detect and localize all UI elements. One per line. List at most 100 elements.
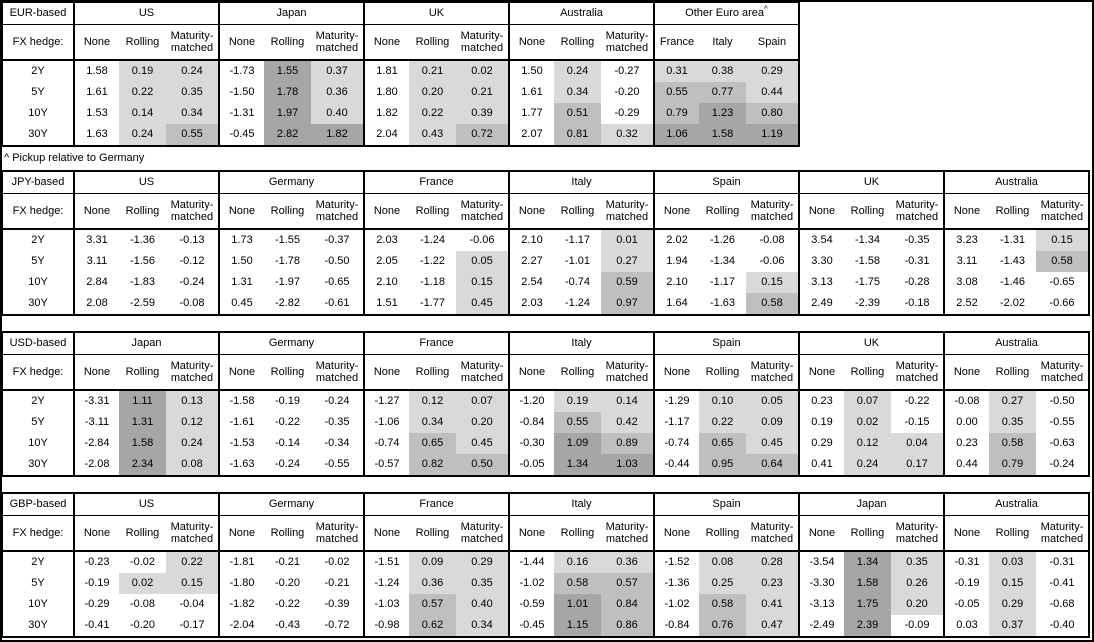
value-cell: -1.29 xyxy=(653,390,699,412)
value-cell: -2.84 xyxy=(73,433,119,454)
value-cell: -1.50 xyxy=(218,82,264,103)
subcol-header: Maturity-matched xyxy=(311,515,364,552)
subcol-header: Maturity-matched xyxy=(311,24,364,61)
value-cell: 0.41 xyxy=(798,454,844,476)
group-header: Italy xyxy=(508,493,654,516)
group-header: UK xyxy=(363,2,509,25)
value-cell: 2.05 xyxy=(363,251,409,272)
value-cell: -0.35 xyxy=(324,416,350,428)
subcol-header: Rolling xyxy=(554,515,601,552)
value-cell: -3.31 xyxy=(73,390,119,412)
value-cell: 1.58 xyxy=(73,60,119,82)
subcol-header: None xyxy=(798,515,844,552)
footnote-marker: ^ xyxy=(764,4,768,14)
value-cell: 0.29 xyxy=(746,60,799,82)
value-cell: 0.97 xyxy=(601,293,654,315)
value-cell: 1.11 xyxy=(119,390,166,412)
value-cell: 0.45 xyxy=(456,433,509,454)
value-cell: -0.41 xyxy=(73,615,119,637)
subcol-header: Rolling xyxy=(119,193,166,230)
subcol-header: Maturity-matched xyxy=(746,515,799,552)
value-cell: -1.51 xyxy=(363,551,409,573)
subcol-header: Rolling xyxy=(409,515,456,552)
value-cell: -0.06 xyxy=(469,234,495,246)
value-cell: 0.77 xyxy=(699,82,746,103)
value-cell: -0.57 xyxy=(363,454,409,476)
value-cell: 0.55 xyxy=(166,124,219,146)
value-cell: 3.54 xyxy=(798,229,844,251)
value-cell: -2.59 xyxy=(129,297,156,309)
value-cell: -1.75 xyxy=(854,276,881,288)
value-cell: 1.15 xyxy=(554,615,601,637)
value-cell: 3.23 xyxy=(943,229,989,251)
value-cell: -0.05 xyxy=(508,454,554,476)
value-cell: 0.45 xyxy=(456,293,509,315)
subcol-header: Rolling xyxy=(989,193,1036,230)
value-cell: 0.29 xyxy=(989,594,1036,615)
maturity-row-label: 5Y xyxy=(31,577,45,589)
value-cell: -0.05 xyxy=(943,594,989,615)
value-cell: 0.32 xyxy=(601,124,654,146)
value-cell: -0.27 xyxy=(614,65,640,77)
group-header: Italy xyxy=(508,171,654,194)
value-cell: -0.59 xyxy=(508,594,554,615)
value-cell: 0.24 xyxy=(844,454,891,476)
value-cell: 0.42 xyxy=(601,412,654,433)
group-header: Australia xyxy=(943,171,1089,194)
value-cell: 0.58 xyxy=(554,573,601,594)
value-cell: 0.89 xyxy=(601,433,654,454)
value-cell: -1.20 xyxy=(508,390,554,412)
value-cell: 3.08 xyxy=(943,272,989,293)
value-cell: -0.31 xyxy=(904,255,930,267)
value-cell: 0.55 xyxy=(554,412,601,433)
group-header: Spain xyxy=(653,493,799,516)
subcol-header: Maturity-matched xyxy=(456,193,509,230)
value-cell: 1.81 xyxy=(363,60,409,82)
value-cell: 0.22 xyxy=(119,82,166,103)
subcol-header: Rolling xyxy=(264,515,311,552)
value-cell: -0.40 xyxy=(1049,619,1075,631)
value-cell: -0.31 xyxy=(1049,556,1075,568)
value-cell: -0.43 xyxy=(274,619,301,631)
subcol-header: None xyxy=(73,354,119,391)
value-cell: -1.61 xyxy=(218,412,264,433)
group-header: Germany xyxy=(218,493,364,516)
value-cell: 2.03 xyxy=(508,293,554,315)
value-cell: -0.22 xyxy=(904,395,930,407)
subcol-header: Rolling xyxy=(264,193,311,230)
value-cell: -0.98 xyxy=(363,615,409,637)
subcol-header: Rolling xyxy=(554,193,601,230)
maturity-row-label: 30Y xyxy=(28,619,48,631)
value-cell: 0.10 xyxy=(699,390,746,412)
value-cell: 0.29 xyxy=(456,551,509,573)
value-cell: 1.94 xyxy=(653,251,699,272)
maturity-row-label: 5Y xyxy=(31,255,45,267)
value-cell: -0.15 xyxy=(904,416,930,428)
value-cell: 0.45 xyxy=(218,293,264,315)
value-cell: 0.47 xyxy=(746,615,799,637)
value-cell: 1.82 xyxy=(311,124,364,146)
value-cell: 1.58 xyxy=(119,433,166,454)
value-cell: -0.22 xyxy=(274,416,301,428)
value-cell: 0.05 xyxy=(746,390,799,412)
value-cell: 1.03 xyxy=(601,454,654,476)
value-cell: -2.02 xyxy=(999,297,1026,309)
value-cell: 0.38 xyxy=(699,60,746,82)
fx-hedge-label: FX hedge: xyxy=(2,354,74,391)
value-cell: 0.79 xyxy=(989,454,1036,476)
fx-hedge-label: FX hedge: xyxy=(2,193,74,230)
value-cell: 0.05 xyxy=(456,251,509,272)
eur-based-table: EUR-based US Japan UK Australia Other Euro ar… xyxy=(1,1,800,147)
value-cell: 0.35 xyxy=(166,82,219,103)
maturity-row-label: 10Y xyxy=(28,276,48,288)
value-cell: -0.31 xyxy=(943,551,989,573)
jpy-based-table: JPY-based US Germany France Italy Spain UK Aust… xyxy=(1,170,1090,316)
value-cell: 0.27 xyxy=(989,390,1036,412)
value-cell: -0.55 xyxy=(1049,416,1075,428)
value-cell: -1.56 xyxy=(129,255,156,267)
value-cell: 0.58 xyxy=(1036,251,1089,272)
subcol-header: Maturity-matched xyxy=(166,354,219,391)
value-cell: 0.23 xyxy=(943,433,989,454)
value-cell: -2.82 xyxy=(274,297,301,309)
group-header: UK xyxy=(798,332,944,355)
